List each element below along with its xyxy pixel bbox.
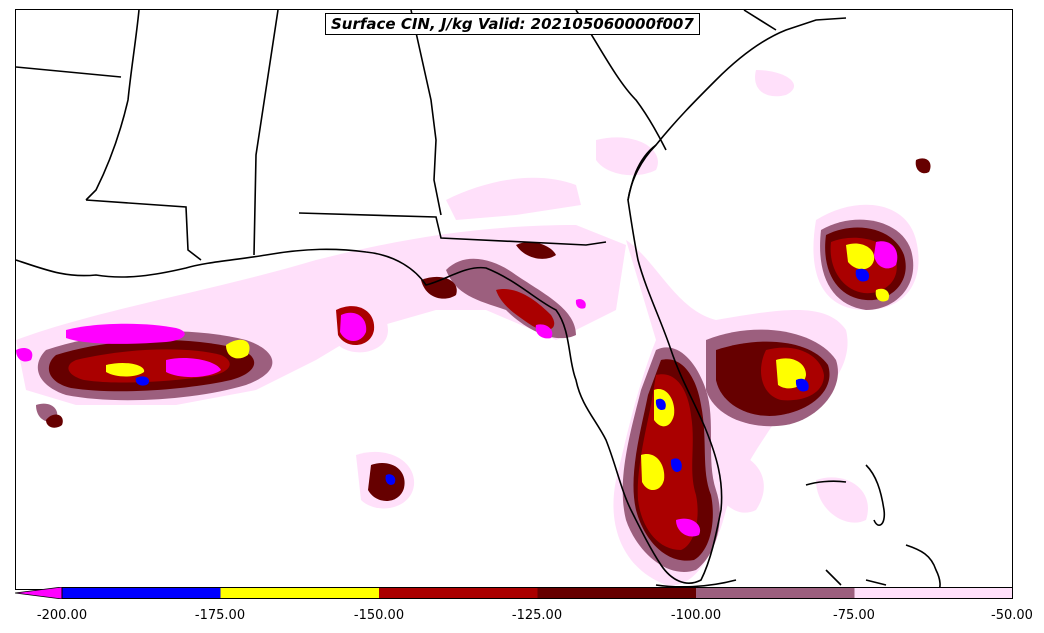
colorbar-bin-light-pink <box>854 587 1013 599</box>
la-ms-border <box>85 199 202 261</box>
map-panel <box>15 9 1013 590</box>
colorbar-bin-blue <box>62 587 221 599</box>
colorbar-bin-dark-red <box>537 587 696 599</box>
colorbar-bin-red <box>379 587 538 599</box>
colorbar-bin-yellow <box>220 587 379 599</box>
cuba-edge <box>825 569 887 586</box>
colorbar-tick-label: -50.00 <box>991 608 1033 623</box>
colorbar <box>15 587 1013 599</box>
colorbar-tick-label: -100.00 <box>670 608 722 623</box>
bahamas-andros <box>865 464 886 526</box>
colorbar-tick-label: -125.00 <box>511 608 563 623</box>
cin-map <box>16 10 941 589</box>
cin-band-magenta <box>16 241 898 537</box>
colorbar-tick-label: -75.00 <box>833 608 875 623</box>
atlantic-coast <box>627 144 657 201</box>
ms-al-border <box>253 10 279 256</box>
cin-band-blue <box>135 268 870 485</box>
ar-la-border <box>16 66 122 78</box>
coastlines-and-borders <box>16 10 941 589</box>
colorbar-tick-label: -175.00 <box>194 608 246 623</box>
gulf-coast <box>16 17 847 584</box>
al-ga-border <box>410 10 442 216</box>
bahamas-grand-bahama <box>805 480 847 486</box>
colorbar-tick-label: -200.00 <box>36 608 88 623</box>
colorbar-tick-label: -150.00 <box>353 608 405 623</box>
map-title: Surface CIN, J/kg Valid: 202105060000f00… <box>325 13 700 35</box>
mississippi-river-border <box>85 10 140 201</box>
colorbar-outline <box>61 587 1013 599</box>
sc-nc-border <box>743 10 777 31</box>
colorbar-bin-mauve <box>696 587 855 599</box>
keys <box>655 579 737 588</box>
bahamas-south <box>905 544 941 589</box>
al-fl-border <box>298 212 607 246</box>
colorbar-extend-arrow <box>15 587 63 599</box>
